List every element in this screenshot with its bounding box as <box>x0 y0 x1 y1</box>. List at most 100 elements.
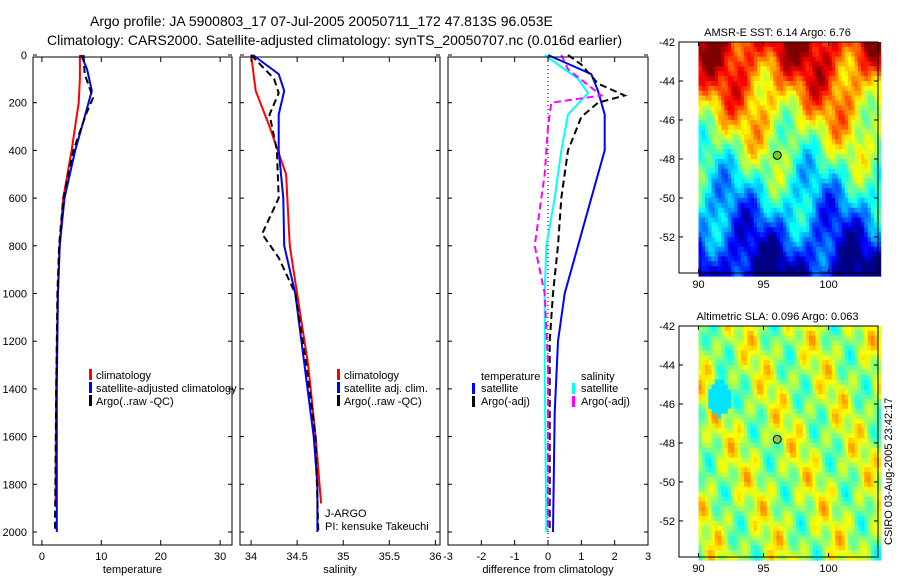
map-cell <box>861 261 865 267</box>
map-cell <box>763 115 768 121</box>
map-cell <box>711 241 716 248</box>
map-cell <box>731 56 735 63</box>
map-cell <box>737 326 742 332</box>
map-cell <box>812 545 817 551</box>
map-cell <box>779 76 784 82</box>
map-cell <box>747 110 752 116</box>
map-cell <box>857 236 862 243</box>
map-cell <box>731 188 735 194</box>
map-cell <box>747 545 752 551</box>
map-cell <box>874 120 878 126</box>
map-cell <box>770 90 774 97</box>
map-cell <box>734 236 739 243</box>
map-cell <box>705 154 709 160</box>
map-cell <box>861 81 865 87</box>
map-cell <box>828 525 833 532</box>
map-cell <box>714 404 719 410</box>
map-cell <box>731 545 735 551</box>
map-cell <box>705 540 709 546</box>
map-cell <box>799 496 804 503</box>
map-cell <box>874 81 878 87</box>
map-cell <box>779 404 784 410</box>
map-cell <box>805 217 810 223</box>
map-cell <box>766 423 771 429</box>
map-cell <box>770 408 774 415</box>
map-cell <box>737 433 742 439</box>
map-cell <box>740 193 745 199</box>
map-cell <box>848 232 852 238</box>
map-cell <box>718 95 722 102</box>
map-cell <box>783 379 787 386</box>
map-cell <box>711 511 716 517</box>
map-cell <box>708 462 713 468</box>
map-cell <box>773 251 778 258</box>
map-cell <box>711 42 716 48</box>
x-tick-label: 2 <box>612 551 618 563</box>
map-cell <box>711 516 716 522</box>
map-cell <box>831 56 836 63</box>
map-cell <box>727 340 732 347</box>
map-cell <box>747 457 752 464</box>
map-cell <box>757 501 761 507</box>
map-cell <box>838 241 843 248</box>
map-cell <box>714 350 719 356</box>
map-cell <box>737 486 742 493</box>
map-cell <box>714 496 719 503</box>
map-cell <box>766 159 771 165</box>
map-cell <box>734 212 739 219</box>
map-cell <box>763 222 768 228</box>
map-cell <box>792 222 797 228</box>
map-cell <box>792 520 797 527</box>
map-cell <box>783 256 787 262</box>
map-cell <box>792 447 797 454</box>
map-cell <box>776 61 781 67</box>
map-cell <box>815 178 820 184</box>
map-cell <box>727 355 732 361</box>
map-cell <box>721 154 726 160</box>
map-cell <box>779 232 784 238</box>
map-cell <box>750 139 755 145</box>
map-cell <box>825 443 830 449</box>
map-cell <box>809 144 813 150</box>
map-cell <box>812 212 817 219</box>
map-cell <box>822 149 826 155</box>
map-cell <box>841 188 846 194</box>
map-cell <box>812 477 817 483</box>
map-cell <box>737 227 742 233</box>
map-cell <box>776 472 781 478</box>
map-cell <box>724 360 729 366</box>
map-cell <box>815 66 820 72</box>
map-cell <box>818 71 823 77</box>
map-cell <box>776 110 781 116</box>
map-cell <box>802 335 807 342</box>
map-cell <box>776 428 781 434</box>
map-cell <box>809 413 813 420</box>
map-cell <box>838 516 843 522</box>
map-cell <box>809 76 813 82</box>
map-cell <box>718 66 722 72</box>
map-cell <box>711 345 716 351</box>
map-cell <box>740 85 745 92</box>
map-cell <box>701 530 706 537</box>
map-cell <box>825 438 830 444</box>
map-cell <box>870 246 875 253</box>
map-cell <box>805 516 810 522</box>
map-cell <box>802 76 807 82</box>
map-cell <box>737 472 742 478</box>
map-cell <box>835 404 839 410</box>
map-cell <box>792 56 797 63</box>
map-cell <box>747 76 752 82</box>
map-cell <box>802 163 807 170</box>
map-cell <box>844 207 849 214</box>
map-cell <box>701 124 706 131</box>
map-cell <box>874 149 878 155</box>
map-cell <box>870 232 875 238</box>
map-cell <box>812 516 817 522</box>
map-cell <box>851 66 856 72</box>
map-cell <box>857 241 862 248</box>
map-cell <box>815 335 820 342</box>
map-cell <box>848 85 852 92</box>
map-cell <box>825 134 830 141</box>
map-cell <box>802 365 807 371</box>
map-cell <box>718 394 722 400</box>
